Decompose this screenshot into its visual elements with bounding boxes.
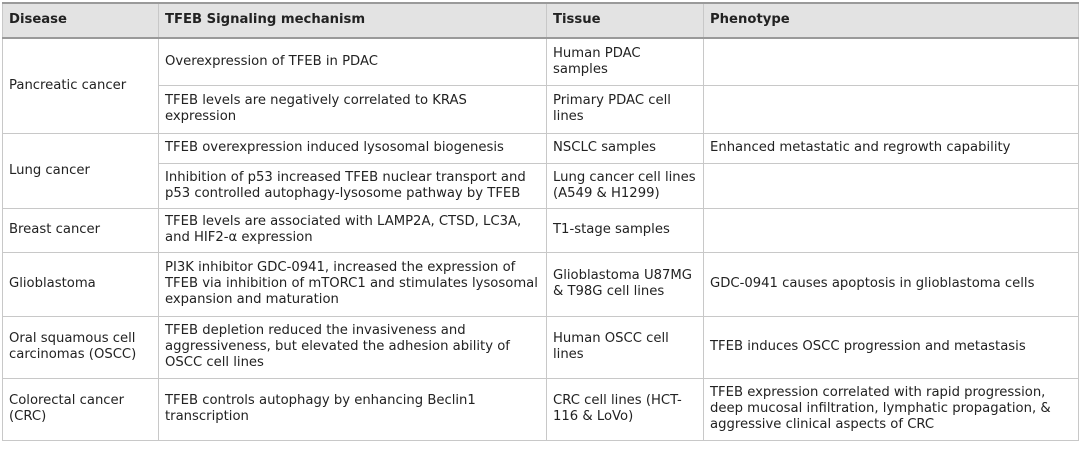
disease-cell: Glioblastoma xyxy=(2,251,159,317)
header-phenotype: Phenotype xyxy=(703,2,1079,39)
mechanism-cell: TFEB levels are negatively correlated to… xyxy=(158,84,547,134)
tissue-cell: Lung cancer cell lines (A549 & H1299) xyxy=(546,162,704,209)
table-row: Lung cancer TFEB overexpression induced … xyxy=(2,132,1079,209)
disease-table: Disease TFEB Signaling mechanism Tissue … xyxy=(2,2,1079,441)
table-row: Glioblastoma PI3K inhibitor GDC-0941, in… xyxy=(2,251,1079,317)
tissue-cell: Human OSCC cell lines xyxy=(546,315,704,379)
table-row: Oral squamous cell carcinomas (OSCC) TFE… xyxy=(2,315,1079,379)
table-row: Inhibition of p53 increased TFEB nuclear… xyxy=(3,162,1079,209)
table-row: Breast cancer TFEB levels are associated… xyxy=(2,207,1079,253)
disease-cell: Pancreatic cancer xyxy=(2,37,159,134)
mechanism-cell: TFEB controls autophagy by enhancing Bec… xyxy=(158,377,547,441)
tissue-cell: Primary PDAC cell lines xyxy=(546,84,704,134)
phenotype-cell xyxy=(703,37,1079,86)
mechanism-cell: Inhibition of p53 increased TFEB nuclear… xyxy=(158,162,547,209)
table-row: TFEB levels are negatively correlated to… xyxy=(3,84,1079,134)
tissue-cell: Human PDAC samples xyxy=(546,37,704,86)
phenotype-cell xyxy=(703,84,1079,134)
tissue-cell: Glioblastoma U87MG & T98G cell lines xyxy=(546,251,704,317)
header-row: Disease TFEB Signaling mechanism Tissue … xyxy=(2,2,1079,39)
mechanism-cell: TFEB levels are associated with LAMP2A, … xyxy=(158,207,547,253)
phenotype-cell: Enhanced metastatic and regrowth capabil… xyxy=(703,132,1079,164)
phenotype-cell: TFEB expression correlated with rapid pr… xyxy=(703,377,1079,441)
tissue-cell: NSCLC samples xyxy=(546,132,704,164)
table-row: Colorectal cancer (CRC) TFEB controls au… xyxy=(2,377,1079,441)
mechanism-cell: TFEB depletion reduced the invasiveness … xyxy=(158,315,547,379)
phenotype-cell xyxy=(703,207,1079,253)
disease-cell: Lung cancer xyxy=(2,132,159,209)
disease-cell: Oral squamous cell carcinomas (OSCC) xyxy=(2,315,159,379)
header-disease: Disease xyxy=(2,2,159,39)
disease-cell: Breast cancer xyxy=(2,207,159,253)
tissue-cell: T1-stage samples xyxy=(546,207,704,253)
header-tissue: Tissue xyxy=(546,2,704,39)
disease-cell: Colorectal cancer (CRC) xyxy=(2,377,159,441)
tissue-cell: CRC cell lines (HCT-116 & LoVo) xyxy=(546,377,704,441)
mechanism-cell: TFEB overexpression induced lysosomal bi… xyxy=(158,132,547,164)
mechanism-cell: Overexpression of TFEB in PDAC xyxy=(158,37,547,86)
header-mechanism: TFEB Signaling mechanism xyxy=(158,2,547,39)
phenotype-cell: GDC-0941 causes apoptosis in glioblastom… xyxy=(703,251,1079,317)
table-row: Pancreatic cancer Overexpression of TFEB… xyxy=(2,37,1079,134)
phenotype-cell xyxy=(703,162,1079,209)
mechanism-cell: PI3K inhibitor GDC-0941, increased the e… xyxy=(158,251,547,317)
phenotype-cell: TFEB induces OSCC progression and metast… xyxy=(703,315,1079,379)
